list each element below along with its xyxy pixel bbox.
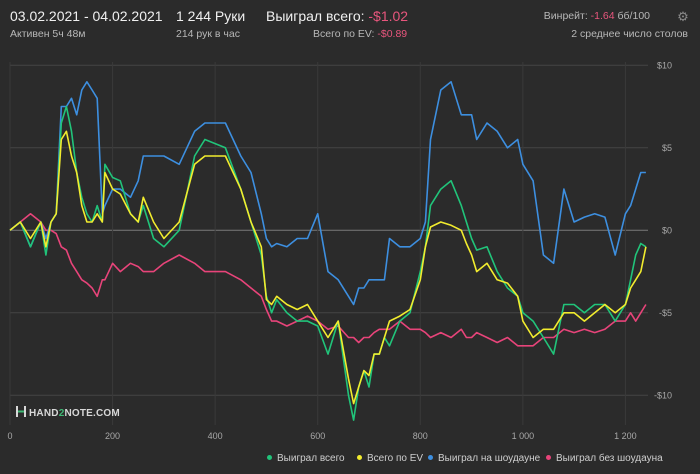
y-tick-label: $5: [662, 143, 672, 153]
logo-suffix: NOTE.COM: [64, 408, 120, 419]
ev-total-value: -$0.89: [377, 28, 408, 40]
x-tick-label: 1 000: [512, 431, 535, 441]
winrate-value: -1.64: [590, 10, 615, 22]
hands-count: 1 244 Руки: [176, 8, 246, 24]
won-total-value: -$1.02: [368, 8, 409, 24]
series-line-2: [9, 80, 646, 306]
series-line-1: [9, 130, 647, 405]
date-range[interactable]: 03.02.2021 - 04.02.2021: [10, 8, 163, 24]
grid: [9, 62, 648, 425]
avg-tables: 2 среднее число столов: [571, 28, 688, 40]
legend-label-won: Выиграл всего: [277, 453, 345, 464]
gear-icon[interactable]: ⚙: [677, 9, 689, 24]
hands-per-hour: 214 рук в час: [176, 28, 240, 40]
legend-dot-won-icon: [267, 454, 272, 460]
x-tick-label: 0: [7, 431, 12, 441]
legend-item-no-showdown[interactable]: Выиграл без шоудауна: [546, 453, 663, 464]
winrate: Винрейт: -1.64 бб/100: [544, 10, 650, 22]
x-tick-label: 800: [413, 431, 428, 441]
legend-label-no-showdown: Выиграл без шоудауна: [556, 453, 663, 464]
legend-dot-showdown-icon: [428, 454, 433, 460]
legend-item-showdown[interactable]: Выиграл на шоудауне: [428, 453, 540, 464]
winrate-unit: бб/100: [617, 10, 650, 22]
series-line-0: [9, 105, 647, 421]
active-time: Активен 5ч 48м: [10, 28, 86, 40]
x-tick-label: 1 200: [614, 431, 637, 441]
series-lines: [9, 80, 647, 421]
profit-graph[interactable]: 0 200 400 600 800 1 000 1 200 $10 $5 $0 -$5 -$10: [0, 50, 700, 450]
hand2note-logo-mark-icon: [16, 406, 26, 417]
legend-label-showdown: Выиграл на шоудауне: [438, 453, 541, 464]
ev-total: Всего по EV: -$0.89: [313, 28, 407, 40]
x-tick-label: 200: [105, 431, 120, 441]
series-line-3: [9, 213, 647, 347]
legend-dot-ev-icon: [357, 454, 362, 460]
legend-item-ev[interactable]: Всего по EV: [357, 453, 423, 464]
header: 03.02.2021 - 04.02.2021 Активен 5ч 48м 1…: [0, 0, 700, 50]
hand2note-logo: HAND2NOTE.COM: [16, 405, 120, 419]
x-axis-ticks: 0 200 400 600 800 1 000 1 200: [7, 431, 636, 441]
winrate-label: Винрейт:: [543, 10, 588, 22]
x-tick-label: 600: [310, 431, 325, 441]
won-total-label: Выиграл всего:: [266, 8, 365, 24]
y-tick-label: -$10: [654, 390, 672, 400]
x-tick-label: 400: [208, 431, 223, 441]
logo-prefix: HAND: [29, 408, 59, 419]
legend: Выиграл всего Всего по EV Выиграл на шоу…: [0, 453, 700, 469]
logo-two: 2: [58, 408, 65, 419]
ev-total-label: Всего по EV:: [313, 28, 375, 40]
won-total: Выиграл всего: -$1.02: [266, 8, 408, 24]
y-tick-label: $0: [662, 225, 672, 235]
legend-item-won[interactable]: Выиграл всего: [267, 453, 345, 464]
y-axis-ticks: $10 $5 $0 -$5 -$10: [654, 60, 672, 400]
y-tick-label: $10: [657, 60, 672, 70]
legend-label-ev: Всего по EV: [367, 453, 424, 464]
legend-dot-no-showdown-icon: [546, 454, 551, 460]
y-tick-label: -$5: [659, 308, 672, 318]
